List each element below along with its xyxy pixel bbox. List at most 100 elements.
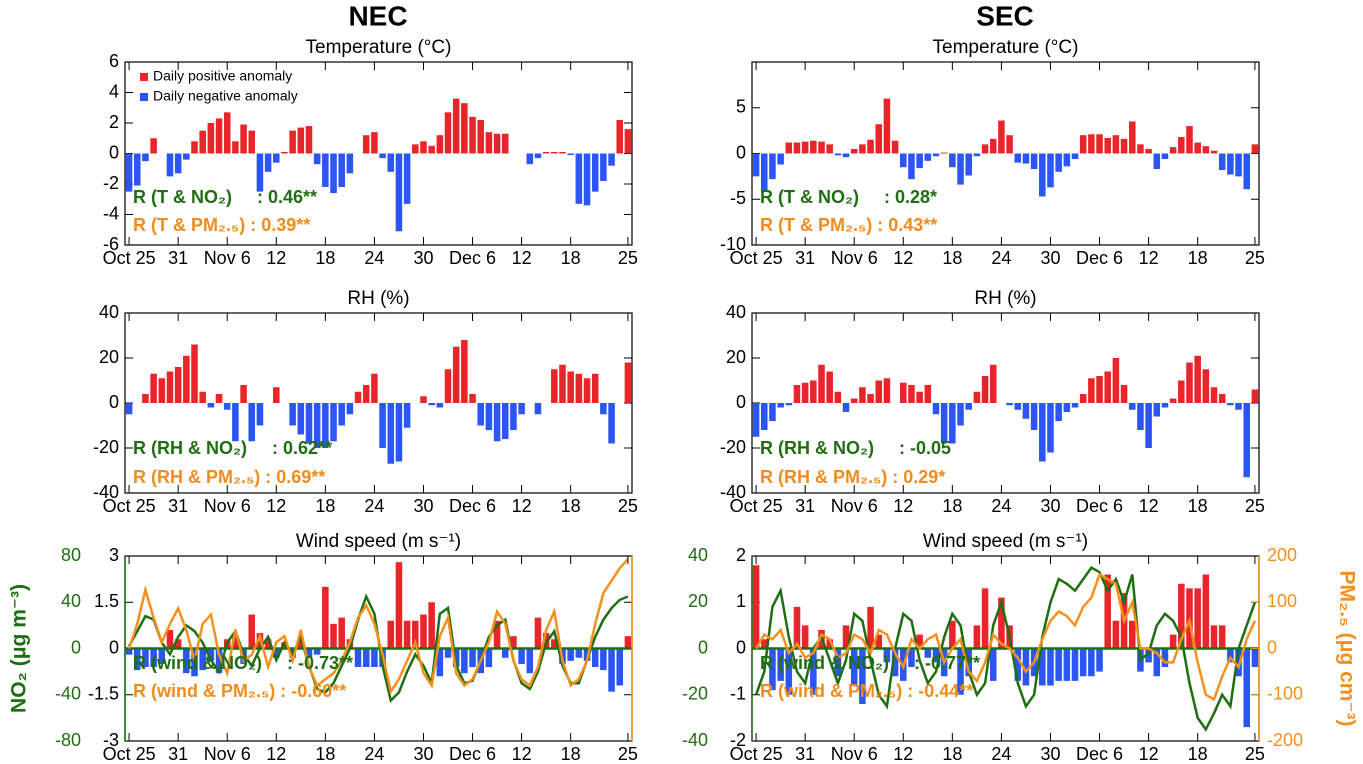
bar	[826, 144, 833, 154]
bar	[965, 648, 972, 677]
bar	[1202, 369, 1210, 403]
bar	[477, 403, 484, 426]
bar	[493, 133, 501, 154]
bar	[289, 403, 296, 426]
bar	[469, 116, 476, 154]
bar	[1145, 648, 1152, 663]
bar	[1096, 134, 1103, 154]
bar	[1063, 153, 1071, 167]
bar	[583, 648, 591, 661]
bar	[842, 403, 850, 412]
bar	[834, 391, 842, 403]
bar	[875, 380, 883, 403]
bar	[981, 144, 989, 154]
bar	[1039, 403, 1046, 462]
y-tick-label: 0	[109, 142, 119, 162]
bar	[600, 648, 607, 671]
bar	[600, 153, 607, 181]
bar	[412, 620, 419, 649]
bar	[1235, 153, 1242, 177]
bar	[981, 588, 989, 649]
bar	[900, 382, 907, 403]
x-tick-label: 30	[413, 496, 433, 516]
bar	[330, 153, 337, 194]
bar	[760, 153, 768, 192]
bar	[362, 648, 370, 667]
bar	[1161, 648, 1169, 667]
bar	[191, 648, 198, 677]
y-tick-label: -40	[93, 482, 119, 502]
x-tick-label: 31	[168, 744, 188, 764]
bar	[256, 153, 264, 192]
bar	[477, 119, 484, 154]
bar	[125, 648, 133, 655]
y2-tick-label: -80	[55, 730, 81, 750]
bar	[183, 153, 190, 160]
bar	[1153, 648, 1161, 677]
bar	[501, 403, 509, 439]
bar	[760, 403, 768, 430]
bar	[387, 403, 395, 464]
bar	[981, 376, 989, 403]
bar	[973, 391, 981, 403]
x-tick-label: 18	[942, 744, 962, 764]
bar	[371, 373, 378, 403]
bar	[1194, 142, 1201, 154]
x-tick-label: 12	[1139, 496, 1159, 516]
bar	[403, 403, 411, 428]
bar	[793, 385, 801, 403]
bar	[908, 648, 915, 667]
bar	[1128, 121, 1136, 154]
bar	[387, 153, 395, 172]
legend-label: Daily negative anomaly	[153, 88, 298, 104]
y-tick-label: 20	[726, 347, 746, 367]
bar	[428, 403, 435, 406]
bar	[133, 648, 141, 671]
bar	[1227, 648, 1234, 663]
y-tick-label: 4	[109, 81, 119, 101]
bar	[826, 639, 833, 649]
legend-label: Daily positive anomaly	[153, 68, 292, 84]
bar	[1128, 620, 1136, 649]
bar	[1186, 362, 1193, 403]
bar	[493, 620, 501, 649]
x-tick-label: 31	[795, 248, 815, 268]
bar	[932, 403, 940, 415]
bar	[150, 138, 157, 154]
bar	[166, 371, 174, 403]
bar	[567, 153, 574, 156]
y2-tick-label: 0	[698, 637, 708, 657]
bar	[322, 586, 329, 649]
bar	[297, 127, 305, 154]
bar	[801, 625, 809, 649]
x-tick-label: 12	[266, 248, 286, 268]
bar	[354, 391, 362, 403]
bar	[1202, 146, 1210, 154]
bar	[608, 403, 615, 444]
x-tick-label: Dec 6	[1076, 248, 1123, 268]
bar	[297, 639, 305, 649]
y-tick-label: 0	[736, 637, 746, 657]
bar	[785, 648, 793, 695]
bar	[125, 403, 133, 415]
bar	[1243, 153, 1251, 190]
bar	[1169, 147, 1177, 154]
annotation: R (T & PM₂.₅) : 0.43**	[760, 215, 937, 235]
plot-frame	[124, 61, 633, 246]
x-tick-label: Nov 6	[831, 744, 878, 764]
bar	[591, 373, 599, 403]
bar	[232, 636, 239, 649]
bar	[207, 648, 215, 661]
bar	[1063, 403, 1071, 412]
bar	[1227, 403, 1234, 406]
x-tick-label: 18	[1188, 248, 1208, 268]
y-tick-label: 5	[736, 97, 746, 117]
chart-title: Wind speed (m s⁻¹)	[923, 531, 1088, 552]
bar	[1055, 153, 1062, 172]
bar	[371, 648, 378, 667]
bar	[1039, 648, 1046, 686]
chart-title: RH (%)	[347, 288, 409, 309]
x-tick-label: 31	[795, 744, 815, 764]
bar	[949, 153, 956, 168]
y-tick-label: 6	[109, 51, 119, 71]
